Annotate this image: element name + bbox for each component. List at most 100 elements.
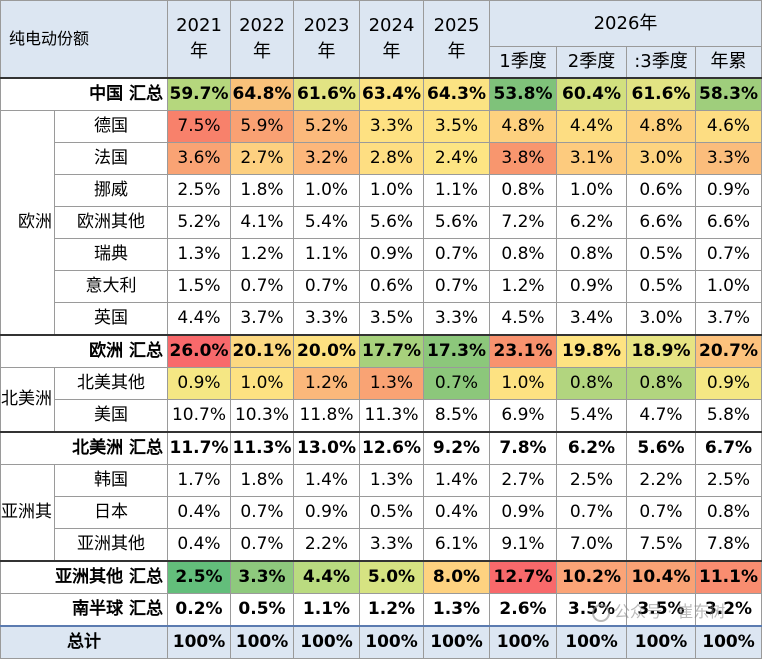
value-cell: 11.3% — [230, 431, 294, 465]
value-cell: 4.8% — [626, 110, 696, 143]
value-cell: 3.0% — [626, 302, 696, 336]
value-cell: 10.4% — [626, 560, 696, 594]
value-cell: 4.7% — [626, 399, 696, 433]
value-cell: 1.1% — [423, 174, 490, 207]
value-cell: 3.0% — [626, 142, 696, 175]
value-cell: 2.5% — [695, 464, 762, 497]
value-cell: 5.8% — [695, 399, 762, 433]
row-label: 北美其他 — [54, 367, 168, 400]
value-cell: 2.6% — [489, 593, 557, 627]
value-cell: 0.7% — [230, 270, 294, 303]
value-cell: 0.4% — [167, 496, 231, 529]
value-cell: 0.7% — [556, 496, 627, 529]
value-cell: 3.7% — [230, 302, 294, 336]
value-cell: 100% — [423, 625, 490, 659]
value-cell: 64.3% — [423, 77, 490, 111]
value-cell: 0.9% — [695, 367, 762, 400]
value-cell: 2.5% — [167, 560, 231, 594]
value-cell: 1.7% — [167, 464, 231, 497]
value-cell: 26.0% — [167, 334, 231, 368]
value-cell: 0.9% — [556, 270, 627, 303]
value-cell: 61.6% — [626, 77, 696, 111]
value-cell: 10.2% — [556, 560, 627, 594]
value-cell: 6.2% — [556, 206, 627, 239]
row-label: 总计 — [0, 625, 168, 659]
value-cell: 53.8% — [489, 77, 557, 111]
value-cell: 5.6% — [423, 206, 490, 239]
value-cell: 3.3% — [359, 528, 424, 562]
value-cell: 20.1% — [230, 334, 294, 368]
table-title: 纯电动份额 — [0, 0, 168, 79]
value-cell: 0.8% — [556, 367, 627, 400]
value-cell: 0.7% — [423, 367, 490, 400]
value-cell: 3.3% — [293, 302, 360, 336]
value-cell: 2.7% — [230, 142, 294, 175]
value-cell: 64.8% — [230, 77, 294, 111]
value-cell: 100% — [489, 625, 557, 659]
value-cell: 0.7% — [423, 238, 490, 271]
year-2026-header: 2026年 — [489, 0, 762, 47]
value-cell: 1.2% — [359, 593, 424, 627]
value-cell: 0.4% — [167, 528, 231, 562]
value-cell: 3.5% — [556, 593, 627, 627]
value-cell: 10.3% — [230, 399, 294, 433]
value-cell: 12.6% — [359, 431, 424, 465]
value-cell: 100% — [359, 625, 424, 659]
value-cell: 1.3% — [423, 593, 490, 627]
row-label: 挪威 — [54, 174, 168, 207]
value-cell: 6.6% — [695, 206, 762, 239]
value-cell: 1.3% — [167, 238, 231, 271]
value-cell: 3.5% — [423, 110, 490, 143]
value-cell: 19.8% — [556, 334, 627, 368]
value-cell: 4.5% — [489, 302, 557, 336]
value-cell: 1.0% — [359, 174, 424, 207]
value-cell: 0.6% — [626, 174, 696, 207]
value-cell: 9.1% — [489, 528, 557, 562]
value-cell: 0.9% — [359, 238, 424, 271]
value-cell: 1.1% — [293, 593, 360, 627]
value-cell: 1.3% — [359, 367, 424, 400]
value-cell: 100% — [230, 625, 294, 659]
value-cell: 17.3% — [423, 334, 490, 368]
value-cell: 7.8% — [489, 431, 557, 465]
value-cell: 100% — [695, 625, 762, 659]
value-cell: 5.4% — [293, 206, 360, 239]
value-cell: 3.2% — [695, 593, 762, 627]
value-cell: 7.5% — [167, 110, 231, 143]
row-label: 北美洲 汇总 — [0, 431, 168, 465]
value-cell: 0.9% — [293, 496, 360, 529]
value-cell: 5.2% — [293, 110, 360, 143]
value-cell: 0.9% — [695, 174, 762, 207]
value-cell: 2.5% — [167, 174, 231, 207]
value-cell: 3.3% — [423, 302, 490, 336]
value-cell: 0.8% — [556, 238, 627, 271]
value-cell: 4.4% — [167, 302, 231, 336]
value-cell: 20.7% — [695, 334, 762, 368]
value-cell: 6.2% — [556, 431, 627, 465]
value-cell: 17.7% — [359, 334, 424, 368]
value-cell: 61.6% — [293, 77, 360, 111]
value-cell: 100% — [626, 625, 696, 659]
value-cell: 0.5% — [230, 593, 294, 627]
value-cell: 1.0% — [293, 174, 360, 207]
value-cell: 3.4% — [556, 302, 627, 336]
value-cell: 12.7% — [489, 560, 557, 594]
value-cell: 100% — [167, 625, 231, 659]
value-cell: 0.7% — [293, 270, 360, 303]
value-cell: 5.6% — [359, 206, 424, 239]
value-cell: 2.5% — [556, 464, 627, 497]
value-cell: 6.1% — [423, 528, 490, 562]
row-label: 欧洲 汇总 — [0, 334, 168, 368]
value-cell: 7.0% — [556, 528, 627, 562]
value-cell: 0.6% — [359, 270, 424, 303]
quarter-header: 2季度 — [556, 46, 627, 79]
quarter-header: :3季度 — [626, 46, 696, 79]
value-cell: 4.4% — [293, 560, 360, 594]
year-header: 2025 年 — [423, 0, 490, 79]
value-cell: 6.6% — [626, 206, 696, 239]
value-cell: 6.7% — [695, 431, 762, 465]
value-cell: 2.4% — [423, 142, 490, 175]
value-cell: 1.1% — [293, 238, 360, 271]
value-cell: 11.3% — [359, 399, 424, 433]
